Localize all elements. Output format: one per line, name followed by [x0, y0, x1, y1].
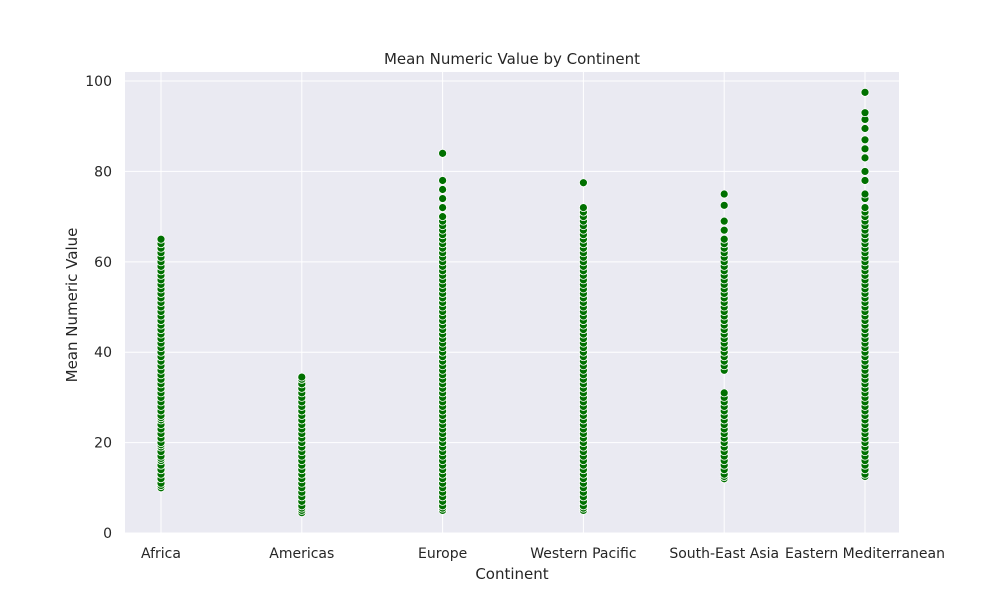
data-point: [438, 194, 448, 203]
data-point: [719, 234, 729, 244]
data-point: [860, 167, 870, 176]
data-point: [719, 225, 729, 235]
data-point: [860, 189, 870, 199]
data-point: [438, 203, 448, 212]
y-tick-label: 40: [94, 345, 112, 361]
data-point: [860, 108, 870, 118]
data-point: [438, 176, 448, 185]
data-point: [860, 203, 870, 212]
data-point: [719, 388, 729, 398]
data-point: [579, 178, 588, 188]
plot-area: [125, 72, 899, 533]
x-tick-label: Europe: [418, 546, 467, 562]
x-tick-label: Western Pacific: [530, 546, 636, 562]
y-tick-label: 0: [103, 526, 112, 542]
x-axis-label: Continent: [475, 565, 548, 583]
x-ticks: Africa Americas Europe Western Pacific South…: [141, 546, 945, 562]
x-tick-label: Eastern Mediterranean: [785, 546, 945, 562]
data-point: [860, 124, 870, 133]
data-point: [719, 216, 729, 226]
data-point: [860, 176, 870, 185]
data-point: [438, 212, 448, 222]
data-point: [579, 203, 588, 212]
data-point: [156, 234, 166, 244]
y-tick-label: 100: [85, 74, 112, 90]
data-point: [719, 200, 729, 210]
data-point: [860, 153, 870, 163]
data-point: [719, 189, 729, 199]
y-tick-label: 20: [94, 436, 112, 452]
data-point: [860, 135, 870, 145]
data-point: [860, 87, 870, 97]
y-tick-label: 60: [94, 255, 112, 271]
data-point: [297, 372, 307, 382]
chart-title: Mean Numeric Value by Continent: [384, 50, 640, 68]
x-tick-label: Americas: [269, 546, 334, 562]
y-ticks: 0 20 40 60 80 100: [85, 74, 112, 542]
y-axis-label: Mean Numeric Value: [63, 228, 81, 383]
data-point: [438, 148, 448, 158]
data-points: [156, 87, 870, 518]
x-tick-label: Africa: [141, 546, 181, 562]
x-tick-label: South-East Asia: [669, 546, 779, 562]
data-point: [438, 185, 448, 194]
y-tick-label: 80: [94, 164, 112, 180]
data-point: [860, 144, 870, 154]
